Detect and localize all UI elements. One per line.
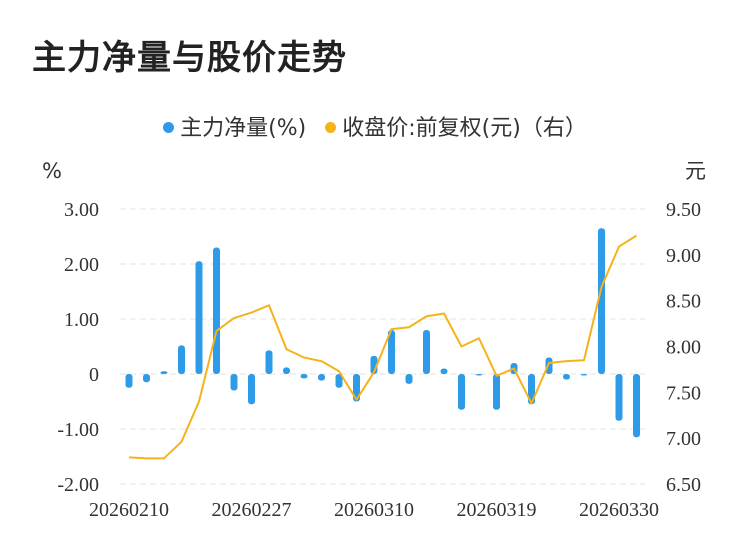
bar [160,371,168,374]
axes: 3.00 2.00 1.00 0 -1.00 -2.00 9.50 9.00 8.50 8.00 7… [42,159,706,521]
y-right-tick-label: 9.00 [666,245,701,267]
bar [598,228,605,374]
bar [633,374,640,438]
line-series [128,234,638,460]
y-left-tick-label: -2.00 [57,474,99,496]
x-tick-label: 20260210 [89,499,169,521]
x-tick-label: 20260227 [212,499,292,521]
bar [405,374,413,384]
bar [563,374,570,380]
bar [423,330,430,374]
bar [388,330,395,374]
legend-label-net-flow: 主力净量(%) [180,116,307,141]
legend-item-close-price[interactable]: 收盘价:前复权(元)（右） [325,110,587,142]
bar [475,374,483,376]
x-tick-label: 20260319 [457,499,537,521]
y-right-tick-label: 9.50 [666,199,701,221]
bar [143,374,150,383]
bar [318,374,325,381]
bar [265,350,273,374]
y-left-tick-label: -1.00 [57,419,99,441]
y-left-tick-label: 0 [89,364,99,386]
bar [545,357,553,374]
y-right-tick-label: 6.50 [666,474,701,496]
bar [493,374,500,410]
y-right-unit: 元 [685,159,706,183]
bar [178,345,185,374]
bar [528,374,535,405]
bar [248,374,255,405]
bar [440,368,448,374]
y-left-unit: % [42,159,62,183]
legend-item-net-flow[interactable]: 主力净量(%) [163,110,306,142]
y-right-tick-label: 8.00 [666,337,701,359]
chart-title: 主力净量与股价走势 [32,38,347,78]
gridlines [120,208,645,485]
price-line [128,234,638,460]
bar [195,261,203,374]
legend-label-close-price: 收盘价:前复权(元)（右） [342,116,587,141]
bar [213,247,220,374]
y-left-tick-label: 2.00 [64,254,99,276]
y-left-tick-label: 3.00 [64,199,99,221]
legend: 主力净量(%) 收盘价:前复权(元)（右） [0,110,750,142]
bar [230,374,238,391]
bar [283,367,290,374]
y-right-tick-label: 7.50 [666,382,701,404]
y-right-tick-label: 8.50 [666,291,701,313]
bar [458,374,465,410]
legend-marker-orange-icon [325,121,337,133]
bar [125,374,133,388]
bar [615,374,623,421]
x-tick-label: 20260330 [579,499,659,521]
y-left-tick-label: 1.00 [64,309,99,331]
bar-series [125,228,640,438]
legend-marker-blue-icon [163,121,175,133]
bar [580,374,588,376]
x-tick-label: 20260310 [334,499,414,521]
bar [300,374,308,379]
y-right-tick-label: 7.00 [666,428,701,450]
bar [353,374,360,402]
bar [335,374,343,388]
